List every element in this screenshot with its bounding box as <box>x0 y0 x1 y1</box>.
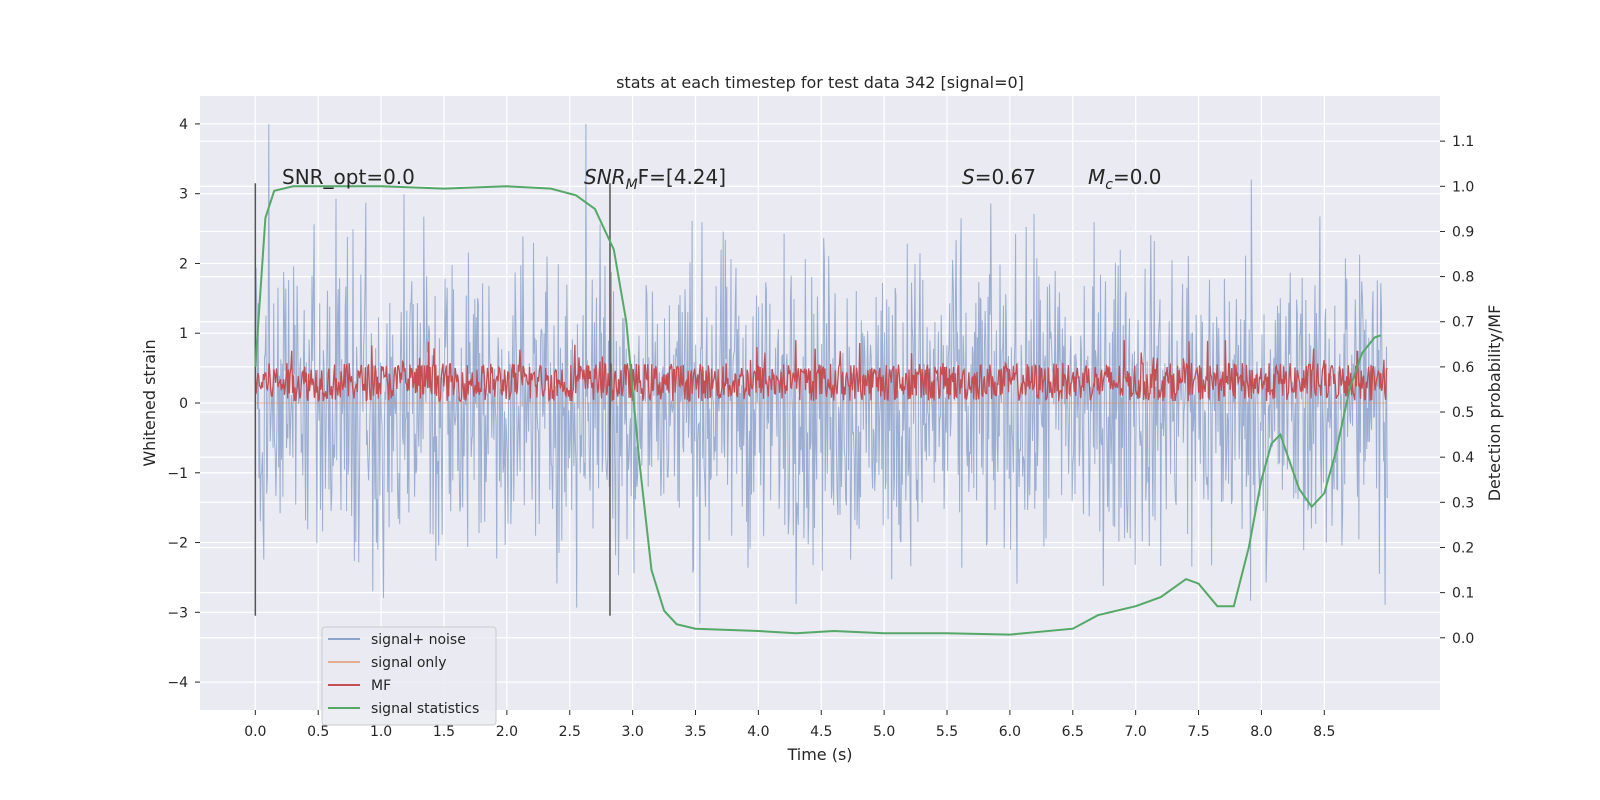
y2-tick-label: 0.5 <box>1452 405 1474 421</box>
y-axis-ticks: −4 −3 −2 −1 0 1 2 3 4 <box>167 117 200 691</box>
y-tick-label: −2 <box>167 536 188 552</box>
x-tick-label: 3.5 <box>684 724 706 740</box>
x-tick-label: 8.0 <box>1250 724 1272 740</box>
y-tick-label: 1 <box>179 326 188 342</box>
legend-item-signal-noise: signal+ noise <box>328 632 466 648</box>
x-tick-label: 6.5 <box>1062 724 1084 740</box>
y-tick-label: 0 <box>179 396 188 412</box>
x-tick-label: 8.5 <box>1313 724 1335 740</box>
y2-tick-label: 1.1 <box>1452 134 1474 150</box>
y2-tick-label: 0.2 <box>1452 540 1474 556</box>
y2-axis-ticks: 0.0 0.1 0.2 0.3 0.4 0.5 0.6 0.7 0.8 0.9 1.0 1.1 <box>1440 134 1474 647</box>
y2-tick-label: 0.3 <box>1452 495 1474 511</box>
y-tick-label: 3 <box>179 187 188 203</box>
x-tick-label: 6.0 <box>999 724 1021 740</box>
y2-tick-label: 0.0 <box>1452 631 1474 647</box>
annotation-mc: Mc=0.0 <box>1088 165 1162 193</box>
signal-statistics-series <box>254 185 1382 636</box>
legend-label-signal-statistics: signal statistics <box>371 701 479 717</box>
x-tick-label: 0.0 <box>244 724 266 740</box>
legend-label-signal-noise: signal+ noise <box>371 632 466 648</box>
annotation-snr-mf-rest: F=[4.24] <box>638 165 726 189</box>
x-tick-label: 7.0 <box>1125 724 1147 740</box>
annotation-mc-main: M <box>1088 165 1105 189</box>
x-tick-label: 5.0 <box>873 724 895 740</box>
y2-tick-label: 0.8 <box>1452 270 1474 286</box>
annotation-snr-mf-main: SNR <box>584 165 626 189</box>
x-tick-label: 7.5 <box>1187 724 1209 740</box>
y2-tick-label: 0.1 <box>1452 586 1474 602</box>
y2-tick-label: 0.7 <box>1452 315 1474 331</box>
y2-tick-label: 0.6 <box>1452 360 1474 376</box>
x-tick-label: 4.5 <box>810 724 832 740</box>
y-axis-label: Whitened strain <box>140 339 159 466</box>
annotation-s: S=0.67 <box>962 165 1036 189</box>
y-tick-label: −4 <box>167 675 188 691</box>
y-tick-label: 2 <box>179 256 188 272</box>
chart-title: stats at each timestep for test data 342… <box>616 73 1024 92</box>
legend-item-signal-statistics: signal statistics <box>328 701 479 717</box>
annotation-snr-opt: SNR_opt=0.0 <box>282 165 415 189</box>
legend-item-signal-only: signal only <box>328 655 446 671</box>
x-tick-label: 0.5 <box>307 724 329 740</box>
legend-label-mf: MF <box>371 678 391 694</box>
annotation-mc-value: =0.0 <box>1113 165 1162 189</box>
x-tick-label: 1.0 <box>370 724 392 740</box>
x-tick-label: 4.0 <box>747 724 769 740</box>
vertical-lines <box>254 183 611 616</box>
annotation-s-symbol: S <box>962 165 975 189</box>
x-tick-label: 1.5 <box>433 724 455 740</box>
legend-label-signal-only: signal only <box>371 655 446 671</box>
y-tick-label: 4 <box>179 117 188 133</box>
mf-series <box>254 340 1388 404</box>
legend: signal+ noise signal only MF signal stat… <box>321 626 497 726</box>
annotation-snr-mf-sub: M <box>626 177 638 193</box>
annotation-snr-mf: SNRMF=[4.24] <box>584 165 726 193</box>
x-tick-label: 5.5 <box>936 724 958 740</box>
annotation-mc-sub: c <box>1105 177 1113 193</box>
x-axis-ticks: 0.0 0.5 1.0 1.5 2.0 2.5 3.0 3.5 4.0 4.5 5.0 5.5 6.0 6… <box>244 710 1335 740</box>
legend-item-mf: MF <box>328 678 391 694</box>
y2-tick-label: 0.9 <box>1452 224 1474 240</box>
signal-statistics-line <box>254 185 1382 636</box>
y2-axis-label: Detection probability/MF <box>1485 305 1504 502</box>
x-tick-label: 3.0 <box>621 724 643 740</box>
y-tick-label: −1 <box>167 466 188 482</box>
x-tick-label: 2.0 <box>496 724 518 740</box>
y2-tick-label: 1.0 <box>1452 179 1474 195</box>
annotation-s-value: =0.67 <box>975 165 1036 189</box>
y-tick-label: −3 <box>167 605 188 621</box>
x-tick-label: 2.5 <box>559 724 581 740</box>
mf-line <box>254 340 1388 403</box>
legend-box <box>321 626 497 726</box>
x-axis-label: Time (s) <box>786 745 852 764</box>
y2-tick-label: 0.4 <box>1452 450 1474 466</box>
